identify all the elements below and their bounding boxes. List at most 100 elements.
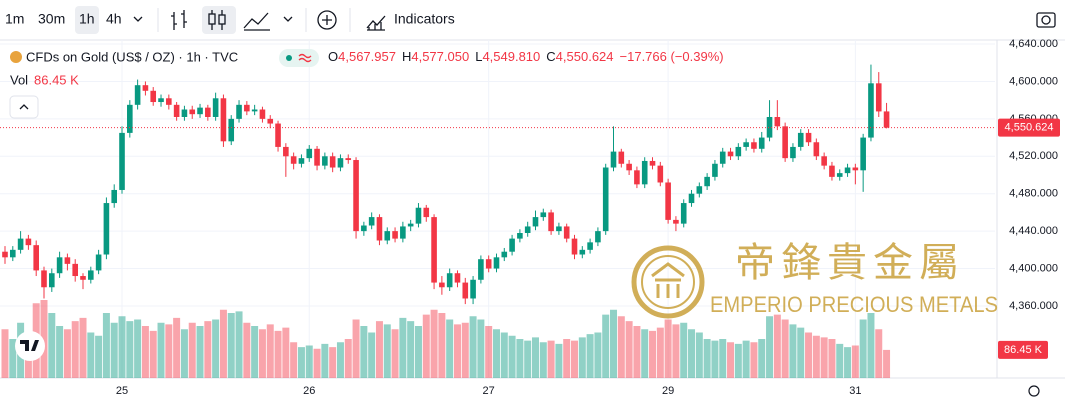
market-status[interactable] [279, 49, 319, 67]
interval-1m[interactable]: 1m [5, 11, 24, 27]
volume-bar [305, 345, 313, 378]
candle-body [602, 167, 609, 232]
candle-body [493, 257, 500, 269]
chart-type-menu[interactable] [283, 16, 293, 22]
candle-body [64, 257, 71, 264]
candle-body [821, 156, 827, 166]
candle-body [790, 146, 796, 159]
x-tick-label: 31 [849, 385, 861, 397]
watermark-english: EMPERIO PRECIOUS METALS [710, 292, 998, 317]
candle-body [392, 231, 398, 239]
volume-bar [500, 332, 508, 378]
ohlc-key: O [328, 49, 338, 64]
compare-icon[interactable] [317, 10, 337, 30]
volume-bar [555, 343, 563, 378]
volume-bar [516, 339, 524, 378]
candles-icon [208, 13, 216, 25]
settings-icon[interactable] [1028, 385, 1040, 397]
candle-body [423, 207, 430, 218]
candle-body [751, 142, 757, 149]
volume-bar [368, 332, 376, 378]
candle-body [244, 104, 250, 112]
screenshot-icon[interactable] [1036, 12, 1056, 28]
candle-body [2, 251, 8, 258]
volume-bar [63, 329, 71, 378]
candle-body [852, 167, 859, 171]
candle-body [540, 212, 547, 218]
watermark-logo [631, 245, 705, 319]
candle-body [844, 167, 851, 174]
ohlc-value: 4,550.624 [556, 49, 614, 64]
volume-bar [321, 343, 329, 378]
y-tick-label: 4,360.000 [1009, 300, 1058, 312]
volume-bar [422, 314, 430, 378]
watermark-logo [641, 255, 695, 309]
area-icon[interactable] [243, 12, 270, 31]
volume-bar [711, 340, 719, 378]
candle-body [563, 226, 570, 239]
candle-body [228, 118, 235, 142]
candle-body [56, 257, 63, 274]
indicators-icon[interactable] [366, 15, 386, 31]
y-tick-label: 4,440.000 [1009, 225, 1058, 237]
screenshot-icon [1041, 15, 1051, 25]
candle-body [743, 142, 749, 147]
candle-body [290, 156, 297, 164]
candle-body [173, 104, 180, 117]
interval-30m[interactable]: 30m [38, 11, 65, 27]
grid [0, 40, 995, 378]
ohlc-value: 4,567.957 [338, 49, 396, 64]
volume-bar [212, 319, 220, 378]
x-tick-label: 27 [483, 385, 495, 397]
candle-body [478, 259, 484, 280]
indicators-button[interactable]: Indicators [394, 11, 455, 27]
volume-bar [56, 326, 64, 378]
candle-body [322, 156, 328, 166]
volume-bar [344, 339, 352, 378]
y-tick-label: 4,600.000 [1009, 75, 1058, 87]
volume-bar [602, 314, 610, 378]
candle-body [158, 98, 164, 103]
candle-body [665, 182, 671, 220]
volume-bar [836, 343, 844, 378]
volume-bar [313, 348, 321, 378]
candle-body [205, 107, 211, 117]
bars-icon[interactable] [171, 10, 187, 30]
candle-body [860, 137, 866, 171]
candle-body [314, 148, 320, 166]
candle-body [306, 148, 313, 159]
volume-bar [664, 319, 672, 378]
volume-bar [173, 317, 181, 378]
volume-bar [102, 313, 110, 378]
interval-4h[interactable]: 4h [106, 11, 122, 27]
watermark-logo [651, 262, 685, 298]
tv-logo [20, 340, 39, 351]
volume-bar [844, 347, 852, 378]
interval-1h[interactable]: 1h [79, 11, 95, 27]
volume-bar [383, 324, 391, 378]
candle-body [353, 160, 359, 232]
candle-body [719, 151, 726, 164]
volume-bar [680, 322, 688, 378]
volume-bar [703, 339, 711, 378]
candle-body [431, 217, 437, 283]
ohlc-value: 4,577.050 [411, 49, 469, 64]
candle-body [766, 116, 773, 138]
volume-bar [274, 330, 282, 378]
volume-bar [204, 321, 212, 378]
candle-body [626, 163, 632, 171]
collapse-button[interactable] [9, 95, 39, 119]
candle-body [517, 232, 523, 239]
candle-body [610, 151, 617, 168]
volume-bar [40, 300, 48, 378]
ohlc-value: 4,549.810 [482, 49, 540, 64]
candle-body [579, 249, 586, 255]
volume-bar [79, 317, 87, 378]
interval-menu[interactable] [133, 16, 143, 22]
candle-body [49, 273, 55, 288]
candle-body [17, 238, 24, 250]
candle-body [587, 242, 593, 250]
volume-bar [828, 339, 836, 378]
volume-bar [531, 337, 539, 378]
volume-bar [719, 339, 727, 378]
